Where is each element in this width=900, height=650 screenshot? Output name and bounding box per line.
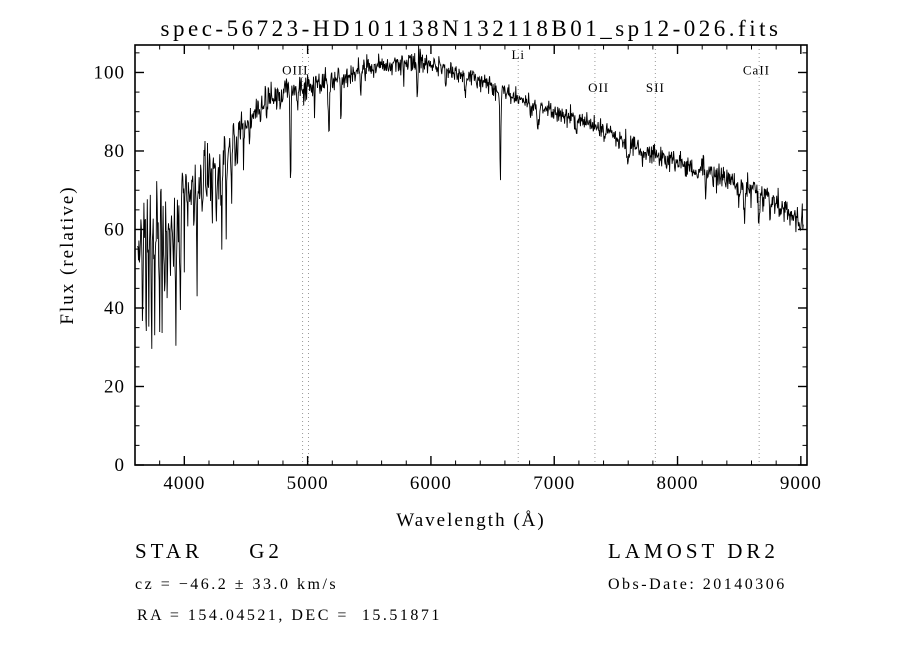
star-classification: STAR G2 bbox=[135, 539, 283, 563]
spectral-line-label-li: Li bbox=[511, 47, 525, 62]
spectral-line-label-caii: CaII bbox=[743, 62, 770, 77]
plot-frame bbox=[134, 44, 808, 466]
y-tick-label: 100 bbox=[94, 62, 126, 83]
plot-title: spec-56723-HD101138N132118B01_sp12-026.f… bbox=[160, 16, 782, 41]
x-tick-label: 4000 bbox=[163, 473, 205, 494]
spectral-line-label-oii: OII bbox=[588, 80, 609, 95]
x-tick-label: 8000 bbox=[657, 473, 699, 494]
y-axis-label: Flux (relative) bbox=[57, 185, 78, 325]
x-tick-label: 9000 bbox=[780, 473, 822, 494]
obs-date: Obs-Date: 20140306 bbox=[608, 576, 787, 593]
x-tick-label: 7000 bbox=[533, 473, 575, 494]
y-tick-label: 60 bbox=[104, 219, 125, 240]
y-tick-label: 20 bbox=[104, 376, 125, 397]
y-tick-label: 80 bbox=[104, 141, 125, 162]
ra-dec: RA = 154.04521, DEC = 15.51871 bbox=[137, 607, 442, 624]
x-tick-label: 5000 bbox=[287, 473, 329, 494]
spectral-line-label-sii: SII bbox=[646, 80, 665, 95]
y-tick-label: 40 bbox=[104, 298, 125, 319]
spectrum-trace bbox=[137, 45, 804, 349]
x-axis-label: Wavelength (Å) bbox=[396, 510, 546, 531]
survey-name: LAMOST DR2 bbox=[608, 539, 779, 563]
x-tick-label: 6000 bbox=[410, 473, 452, 494]
y-tick-label: 0 bbox=[115, 455, 126, 476]
cz-value: cz = −46.2 ± 33.0 km/s bbox=[135, 576, 339, 593]
spectral-line-label-oiii: OIII bbox=[282, 62, 308, 77]
